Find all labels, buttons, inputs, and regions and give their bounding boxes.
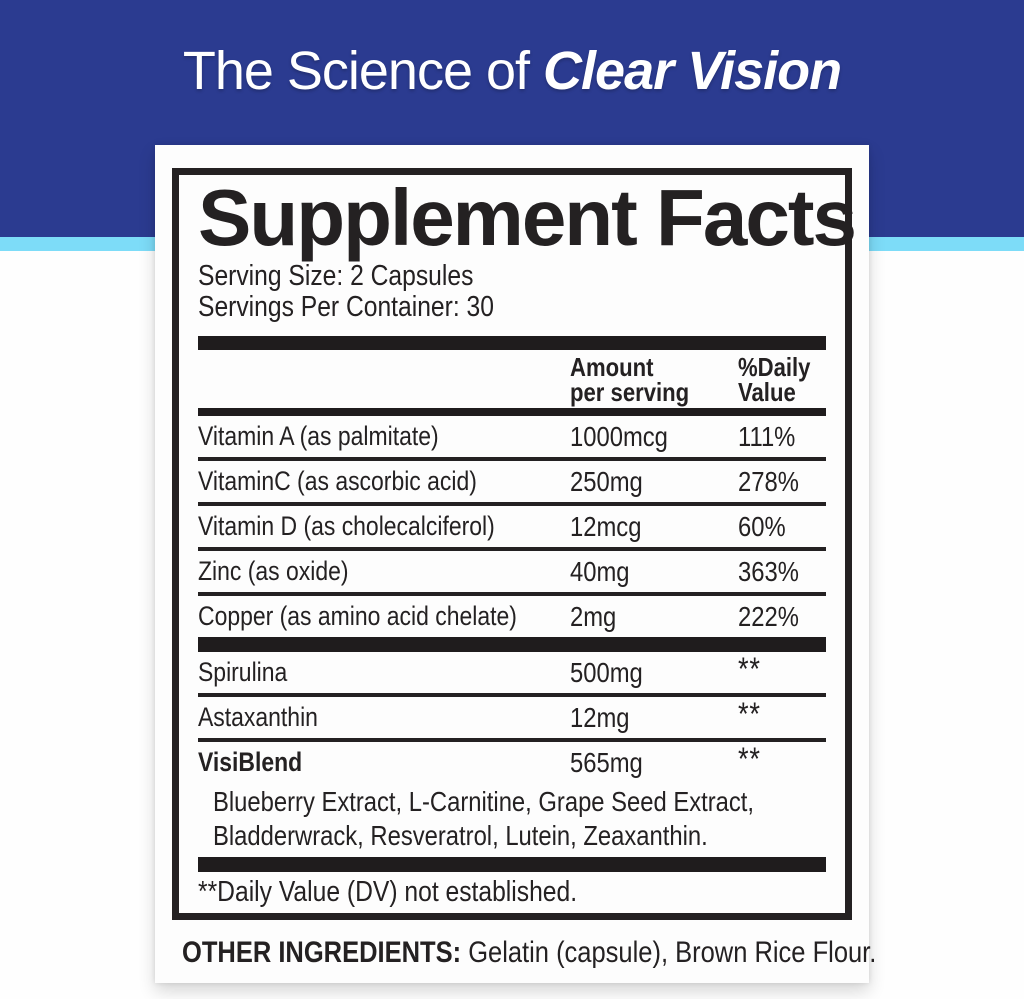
row-divider xyxy=(198,592,826,596)
daily-value-footnote: **Daily Value (DV) not established. xyxy=(198,876,578,908)
thick-divider-bottom xyxy=(198,857,826,872)
facts-title: Supplement Facts xyxy=(198,173,857,262)
row-divider xyxy=(198,502,826,506)
table-header-row: Amount per serving %Daily Value xyxy=(198,350,826,408)
table-row-vitamin-c: VitaminC (as ascorbic acid) 250mg 278% xyxy=(198,465,799,497)
serving-size: Serving Size: 2 Capsules xyxy=(198,260,474,292)
table-row-vitamin-d: Vitamin D (as cholecalciferol) 12mcg 60% xyxy=(198,510,786,542)
servings-per-container: Servings Per Container: 30 xyxy=(198,291,494,323)
serving-info: Serving Size: 2 Capsules Servings Per Co… xyxy=(198,261,826,323)
row-divider xyxy=(198,693,826,697)
supplement-facts-box: Supplement Facts Serving Size: 2 Capsule… xyxy=(172,168,857,920)
other-ingredients-label: OTHER INGREDIENTS: xyxy=(182,936,462,969)
daily-value-column-header: %Daily Value xyxy=(738,352,811,407)
table-row-zinc: Zinc (as oxide) 40mg 363% xyxy=(198,555,799,587)
thick-divider-top xyxy=(198,336,826,350)
other-ingredients: OTHER INGREDIENTS: Gelatin (capsule), Br… xyxy=(182,931,876,975)
amount-column-header: Amount per serving xyxy=(570,352,690,407)
banner-title-emphasis: Clear Vision xyxy=(543,41,842,101)
row-divider xyxy=(198,738,826,742)
thick-divider-middle xyxy=(198,637,826,652)
table-row-copper: Copper (as amino acid chelate) 2mg 222% xyxy=(198,600,799,632)
row-divider xyxy=(198,547,826,551)
other-ingredients-value: Gelatin (capsule), Brown Rice Flour. xyxy=(461,936,877,969)
banner-title-prefix: The Science of xyxy=(182,41,544,101)
supplement-card: Supplement Facts Serving Size: 2 Capsule… xyxy=(155,145,876,983)
header-divider xyxy=(198,408,826,416)
table-row-visiblend: VisiBlend 565mg ** xyxy=(198,741,761,778)
banner-title: The Science of Clear Vision xyxy=(0,40,1024,102)
table-row-spirulina: Spirulina 500mg ** xyxy=(198,651,761,688)
table-row-astaxanthin: Astaxanthin 12mg ** xyxy=(198,696,761,733)
row-divider xyxy=(198,457,826,461)
table-row-vitamin-a: Vitamin A (as palmitate) 1000mcg 111% xyxy=(198,420,796,452)
blend-ingredients: Blueberry Extract, L-Carnitine, Grape Se… xyxy=(213,786,755,851)
